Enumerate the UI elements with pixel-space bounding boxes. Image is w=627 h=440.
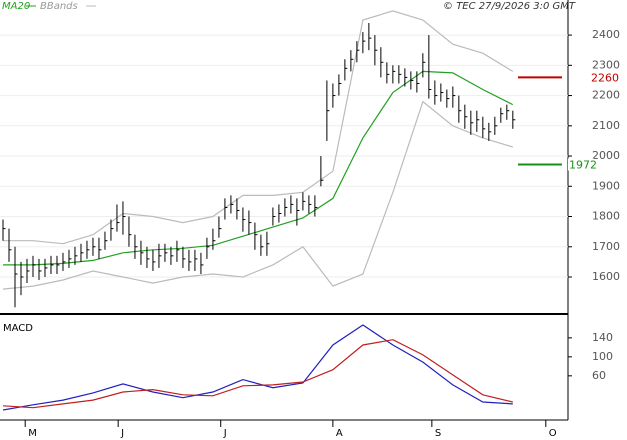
macd-line bbox=[2, 339, 513, 409]
y-tick-label: 1800 bbox=[592, 210, 620, 223]
y-tick-label: 2000 bbox=[592, 149, 620, 162]
x-tick-label: S bbox=[435, 428, 441, 439]
y-tick-label: 1700 bbox=[592, 240, 620, 253]
y-tick-label: 2400 bbox=[592, 28, 620, 41]
level-label-bg bbox=[568, 158, 594, 171]
y-tick-label: 140 bbox=[592, 331, 613, 344]
y-tick-label: 100 bbox=[592, 350, 613, 363]
band-lower bbox=[2, 100, 513, 290]
source: © TEC 27/9/2026 3:0 GMT bbox=[443, 1, 576, 12]
legend-bbands: BBands bbox=[40, 1, 78, 12]
x-tick-label: A bbox=[336, 428, 343, 439]
level-label-bg bbox=[590, 71, 616, 84]
y-tick-label: 2200 bbox=[592, 89, 620, 102]
y-tick-label: 60 bbox=[592, 369, 606, 382]
band-upper bbox=[3, 10, 514, 245]
legend-ma20: MA20 bbox=[2, 1, 30, 12]
level-label: 2260 bbox=[591, 71, 619, 84]
x-tick-label: J bbox=[223, 428, 227, 439]
x-tick-label: J bbox=[120, 428, 124, 439]
y-tick-label: 2100 bbox=[592, 119, 620, 132]
level-label: 1972 bbox=[569, 159, 597, 172]
x-tick-label: M bbox=[28, 428, 37, 439]
y-tick-label: 1900 bbox=[592, 179, 620, 192]
macd-title: MACD bbox=[3, 323, 33, 334]
macd-line bbox=[2, 324, 513, 411]
y-tick-label: 1600 bbox=[592, 270, 620, 283]
y-tick-label: 2300 bbox=[592, 58, 620, 71]
x-tick-label: O bbox=[549, 428, 557, 439]
ma-line bbox=[3, 70, 514, 266]
